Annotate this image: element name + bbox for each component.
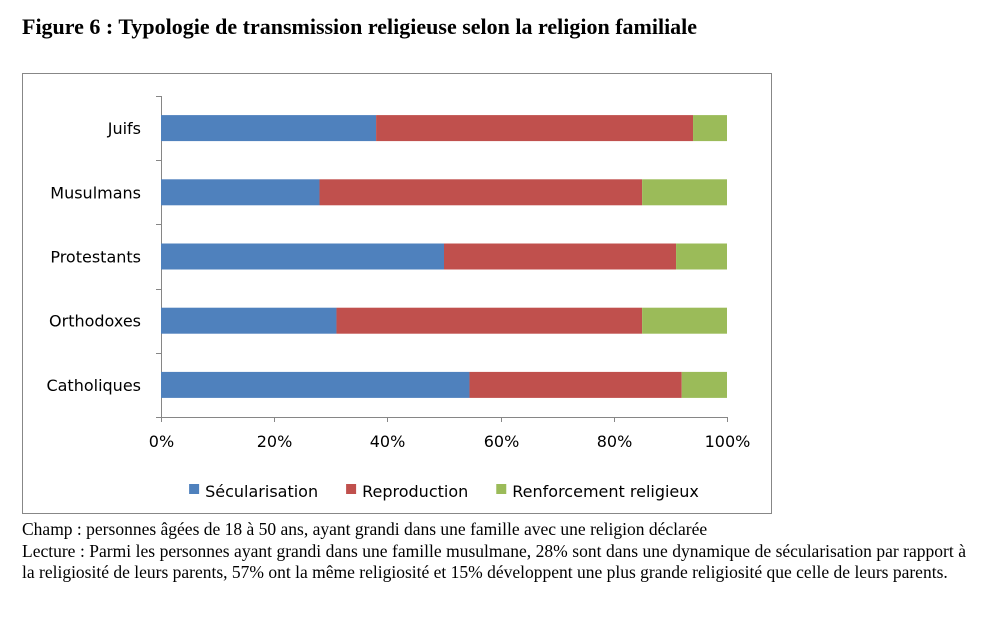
bar-renforcement-religieux-protestants	[676, 243, 727, 270]
bar-reproduction-protestants	[444, 243, 677, 270]
category-label-musulmans: Musulmans	[50, 183, 141, 202]
bar-secularisation-musulmans	[161, 179, 320, 206]
lecture-note: Lecture : Parmi les personnes ayant gran…	[22, 540, 966, 583]
category-label-protestants: Protestants	[50, 248, 141, 267]
x-tick-label: 20%	[257, 432, 293, 451]
legend-label-reproduction: Reproduction	[362, 482, 468, 501]
figure-notes: Champ : personnes âgées de 18 à 50 ans, …	[22, 519, 966, 584]
legend-label-renforcement-religieux: Renforcement religieux	[512, 482, 699, 501]
x-tick-label: 0%	[149, 432, 174, 451]
category-label-juifs: Juifs	[107, 119, 141, 138]
legend-swatch-reproduction	[346, 484, 357, 494]
category-label-catholiques: Catholiques	[46, 376, 141, 395]
bar-reproduction-catholiques	[469, 371, 682, 398]
x-tick-label: 80%	[597, 432, 633, 451]
category-label-orthodoxes: Orthodoxes	[49, 312, 141, 331]
bar-reproduction-juifs	[376, 115, 694, 142]
x-tick-label: 60%	[484, 432, 520, 451]
champ-note: Champ : personnes âgées de 18 à 50 ans, …	[22, 519, 708, 539]
bar-secularisation-juifs	[161, 115, 377, 142]
legend-item-renforcement-religieux: Renforcement religieux	[496, 482, 699, 501]
figure-title: Figure 6 : Typologie de transmission rel…	[22, 14, 698, 39]
bar-renforcement-religieux-orthodoxes	[642, 307, 727, 334]
bar-renforcement-religieux-catholiques	[681, 371, 727, 398]
legend-swatch-secularisation	[189, 484, 200, 494]
legend-label-secularisation: Sécularisation	[205, 482, 318, 501]
bar-secularisation-orthodoxes	[161, 307, 337, 334]
legend-swatch-renforcement-religieux	[496, 484, 507, 494]
bar-reproduction-musulmans	[319, 179, 643, 206]
bar-renforcement-religieux-musulmans	[642, 179, 727, 206]
bar-secularisation-protestants	[161, 243, 444, 270]
x-tick-label: 40%	[370, 432, 406, 451]
x-tick-label: 100%	[705, 432, 751, 451]
bar-renforcement-religieux-juifs	[693, 115, 727, 142]
bar-secularisation-catholiques	[161, 371, 470, 398]
bar-reproduction-orthodoxes	[336, 307, 643, 334]
legend-item-reproduction: Reproduction	[346, 482, 468, 501]
legend-item-secularisation: Sécularisation	[189, 482, 318, 501]
stacked-bar-chart: 0% 20% 40% 60% 80% 100% Juifs Musulmans Protesta…	[46, 96, 751, 501]
chart-area: 0% 20% 40% 60% 80% 100% Juifs Musulmans Protesta…	[22, 73, 772, 514]
